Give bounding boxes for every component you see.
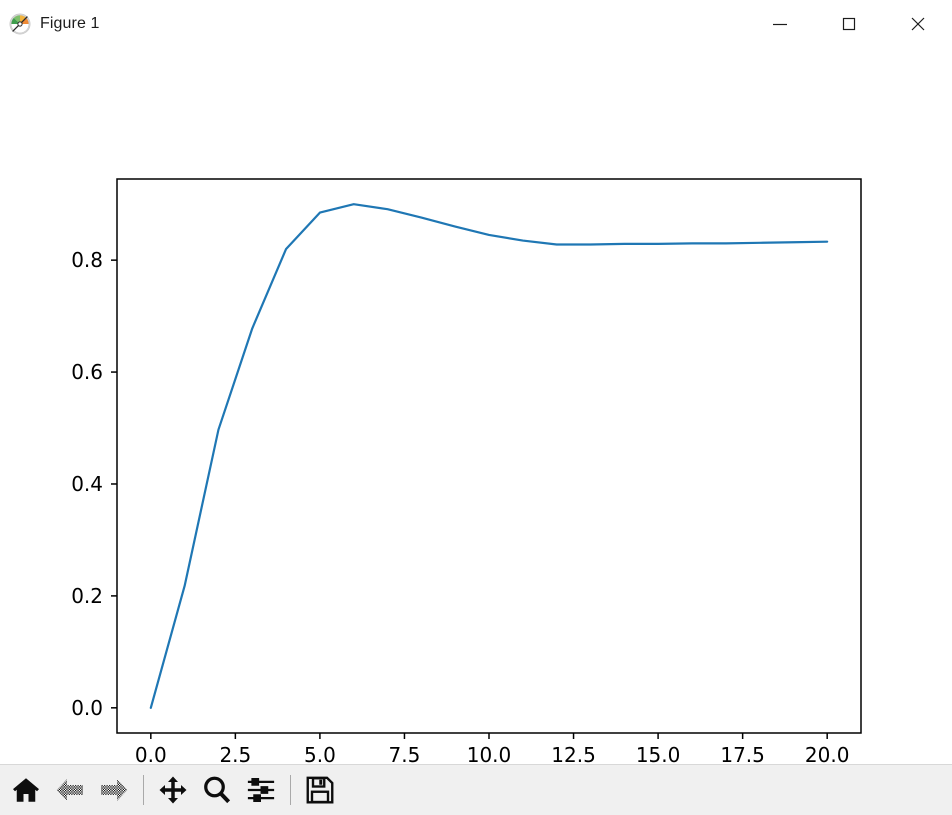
floppy-disk-icon [305,775,335,805]
move-arrows-icon [158,775,188,805]
y-tick-label: 0.2 [71,584,103,608]
figure-canvas[interactable]: 0.0 2.5 5.0 7.5 10.0 12.5 15.0 17.5 20.0 0.0 0.2 0… [0,48,952,764]
home-icon [11,775,41,805]
y-tick-label: 0.0 [71,696,103,720]
x-axis-ticks [150,733,828,739]
x-tick-label: 12.5 [551,743,596,764]
toolbar-separator-2 [290,775,291,805]
minimize-icon [769,13,791,35]
arrow-left-icon [55,775,85,805]
window-controls [745,0,952,47]
x-tick-label: 7.5 [389,743,421,764]
maximize-button[interactable] [814,0,883,47]
x-tick-label: 5.0 [304,743,336,764]
magnifier-icon [202,775,232,805]
figure-canvas-area[interactable]: 0.0 2.5 5.0 7.5 10.0 12.5 15.0 17.5 20.0 0.0 0.2 0… [0,48,952,764]
minimize-button[interactable] [745,0,814,47]
y-tick-label: 0.6 [71,360,103,384]
close-button[interactable] [883,0,952,47]
arrow-right-icon [99,775,129,805]
y-axis-ticks [111,259,117,709]
maximize-icon [838,13,860,35]
title-bar-left: Figure 1 [0,13,100,35]
x-tick-label: 2.5 [219,743,251,764]
y-tick-label: 0.8 [71,248,103,272]
toolbar-home-button[interactable] [4,767,48,813]
y-tick-label: 0.4 [71,472,103,496]
sliders-icon [246,775,276,805]
figure-background [0,48,952,764]
data-line [149,203,829,709]
toolbar-pan-button[interactable] [151,767,195,813]
close-icon [907,13,929,35]
matplotlib-logo-icon [9,13,31,35]
x-axis-tick-labels: 0.0 2.5 5.0 7.5 10.0 12.5 15.0 17.5 20.0 [135,743,850,764]
x-tick-label: 0.0 [135,743,167,764]
x-tick-label: 20.0 [805,743,850,764]
x-tick-label: 15.0 [636,743,681,764]
toolbar-save-button[interactable] [298,767,342,813]
toolbar-back-button[interactable] [48,767,92,813]
x-tick-label: 17.5 [720,743,765,764]
toolbar-separator-1 [143,775,144,805]
title-bar: Figure 1 [0,0,952,48]
toolbar-forward-button[interactable] [92,767,136,813]
toolbar-zoom-button[interactable] [195,767,239,813]
y-axis-tick-labels: 0.0 0.2 0.4 0.6 0.8 [71,248,103,720]
x-tick-label: 10.0 [467,743,512,764]
data-series-group [149,203,829,709]
line-chart: 0.0 2.5 5.0 7.5 10.0 12.5 15.0 17.5 20.0 0.00.20… [0,48,952,764]
toolbar-subplots-button[interactable] [239,767,283,813]
window-title: Figure 1 [40,14,100,32]
navigation-toolbar [0,764,952,815]
